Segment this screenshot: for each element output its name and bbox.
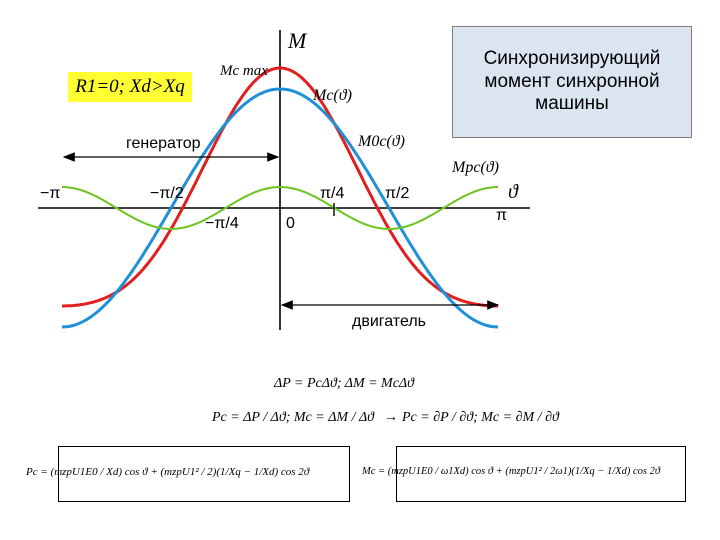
generator-label: генератор (126, 135, 201, 152)
series-label-mc: Mc(ϑ) (312, 87, 352, 104)
series-line-2 (62, 186, 498, 230)
x-axis-label: ϑ (508, 181, 519, 203)
title-line-1: Синхронизирующий (483, 47, 661, 69)
series-label-m0c: M0c(ϑ) (357, 133, 405, 150)
x-tick-label: π (496, 207, 507, 224)
pc-formula-box (58, 446, 350, 502)
formula-line-2b: Pc = ∂P / ∂ϑ; Mc = ∂M / ∂ϑ (402, 410, 559, 425)
title-line-2: момент синхронной (484, 70, 660, 92)
angle-characteristic-chart: −π −π/2 −π/4 0 π/4 π/2 π генератор двигатель M… (38, 28, 530, 330)
formula-line-2a: Pc = ΔP / Δϑ; Mc = ΔM / Δϑ (212, 410, 375, 425)
series-line-0 (62, 66, 498, 308)
motor-label: двигатель (352, 313, 426, 330)
pc-formula: Pc = (mzpU1E0 / Xd) cos ϑ + (mzpU1² / 2)… (26, 466, 310, 478)
mc-formula: Mc = (mzpU1E0 / ω1Xd) cos ϑ + (mzpU1² / … (362, 466, 660, 477)
x-tick-label: π/2 (385, 185, 409, 202)
y-axis-label: M (287, 28, 308, 53)
x-tick-label: −π (40, 185, 60, 202)
max-label: Mc max (219, 63, 268, 79)
title-line-3: машины (535, 93, 609, 115)
formula-arrow: → (384, 410, 398, 425)
series-label-mpc: Mpc(ϑ) (451, 159, 499, 176)
mc-formula-box (396, 446, 686, 502)
series-line-1 (61, 87, 499, 329)
x-tick-label: 0 (286, 215, 295, 232)
x-tick-label: −π/4 (205, 215, 239, 232)
x-tick-label: π/4 (320, 185, 344, 202)
x-tick-label: −π/2 (150, 185, 184, 202)
title-box: Синхронизирующий момент синхронной машин… (452, 26, 692, 138)
condition-label: R1=0; Xd>Xq (68, 72, 192, 102)
formula-line-1: ΔP = PcΔϑ; ΔM = McΔϑ (274, 376, 415, 391)
